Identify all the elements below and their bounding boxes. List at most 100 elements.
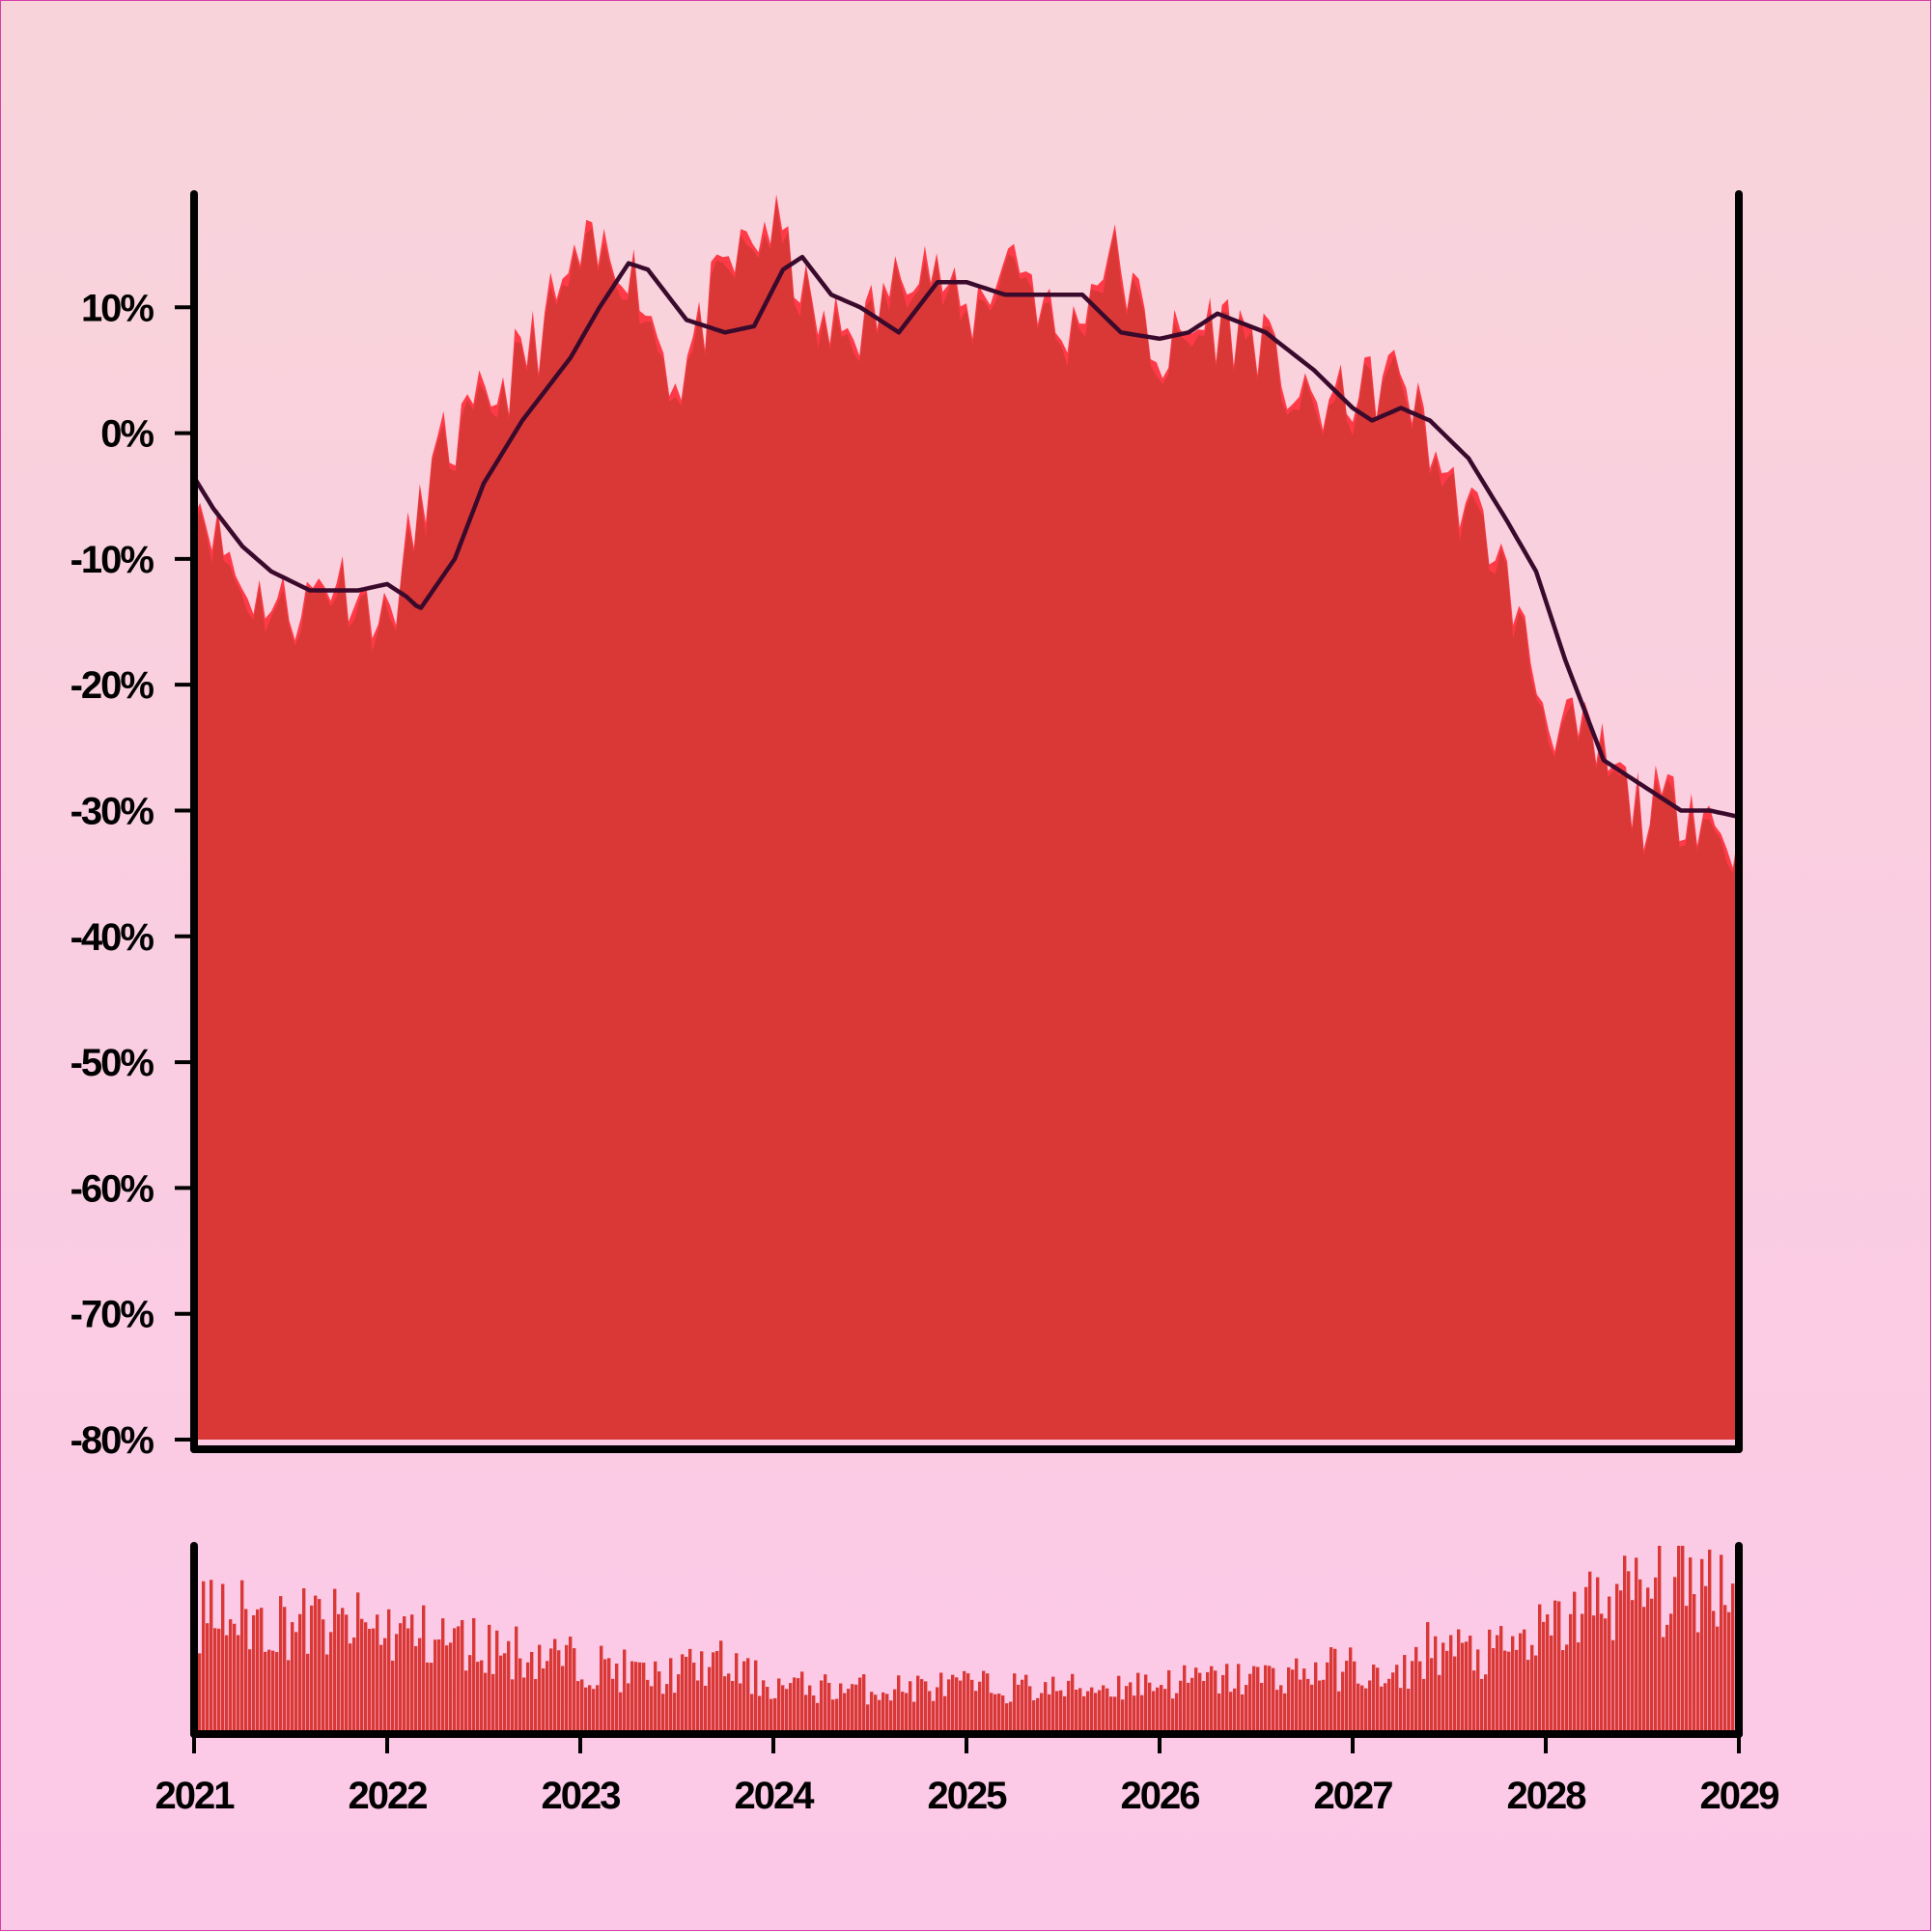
volume-bar [1333,1648,1337,1734]
volume-bar [1600,1613,1604,1734]
volume-bar [1341,1671,1345,1734]
volume-bar [1507,1651,1511,1734]
volume-bar [866,1704,870,1734]
volume-bar [600,1645,603,1734]
volume-bar [1708,1549,1712,1734]
volume-bar [1712,1610,1716,1734]
volume-bar [1063,1695,1067,1734]
volume-bar [1001,1695,1005,1734]
volume-bar [638,1662,642,1734]
volume-bar [1604,1618,1608,1734]
trend-line-path [192,254,1740,820]
volume-bar [1662,1637,1665,1734]
volume-bar [1461,1642,1465,1734]
volume-bar [611,1678,615,1734]
volume-bar [677,1674,681,1734]
volume-bar [580,1679,584,1734]
volume-bar [1380,1686,1384,1734]
volume-bar [893,1689,897,1734]
volume-bar [924,1681,928,1734]
volume-bar [1009,1701,1013,1734]
volume-bar [1260,1683,1264,1734]
volume-bar [484,1672,488,1734]
volume-bar [1693,1594,1696,1734]
main-area [194,194,1739,1441]
volume-bar [1075,1689,1078,1734]
volume-bar [503,1653,507,1734]
volume-bar [345,1614,349,1734]
volume-bar [283,1607,287,1734]
volume-bar [1596,1577,1600,1734]
volume-bar [773,1697,777,1734]
volume-bar [939,1672,943,1734]
volume-bar [1190,1677,1194,1734]
volume-bar [793,1677,797,1734]
volume-bar [1090,1687,1094,1734]
volume-bar [314,1595,318,1734]
volume-bar [298,1613,302,1734]
volume-bar [302,1588,306,1734]
volume-bar [221,1583,225,1734]
volume-bar [603,1659,607,1734]
volume-bar [812,1695,816,1734]
volume-bar [449,1642,453,1734]
volume-bar [1631,1600,1635,1734]
volume-bar [260,1608,264,1734]
volume-bar [963,1670,966,1734]
volume-bar [723,1676,727,1734]
volume-bar [1530,1644,1534,1734]
volume-bar [557,1650,561,1734]
volume-bar [1040,1693,1044,1734]
volume-bar [700,1651,704,1734]
volume-bar [1171,1698,1175,1734]
volume-bar [252,1615,256,1734]
volume-bar [1584,1586,1588,1734]
volume-bar [1403,1655,1407,1734]
volume-bar [441,1618,445,1734]
volume-bar [1538,1604,1542,1734]
volume-bar [978,1681,982,1734]
volume-bar [986,1673,990,1734]
volume-bar [1658,1546,1662,1734]
volume-bar [936,1687,939,1734]
volume-bar [704,1685,708,1734]
volume-bar [1723,1605,1727,1734]
y-tick-label: -40% [70,916,154,959]
volume-bar [372,1628,376,1734]
volume-bar [909,1681,912,1734]
volume-bar [1511,1636,1515,1734]
x-tick-label: 2022 [349,1775,428,1817]
volume-bar [1357,1683,1360,1734]
volume-bar [1179,1680,1183,1734]
volume-bar [1727,1611,1731,1734]
volume-bar [1577,1642,1581,1734]
volume-bar [1480,1678,1484,1734]
volume-bar [538,1644,542,1734]
volume-bar [294,1632,298,1734]
volume-bar [746,1658,750,1734]
volume-bar [306,1653,310,1734]
volume-bar [932,1700,936,1734]
y-tick-label: -60% [70,1167,154,1210]
volume-bar [1716,1626,1720,1734]
x-tick-label: 2021 [155,1775,236,1817]
volume-bar [406,1628,410,1734]
trend-line [192,254,1740,820]
volume-bar [824,1674,827,1734]
y-tick-label: -80% [70,1419,154,1462]
volume-bar [928,1691,932,1734]
volume-bar [472,1617,476,1734]
volume-bar [1198,1672,1202,1734]
volume-bar [1148,1682,1152,1734]
volume-bar [1550,1635,1553,1734]
volume-bar [1113,1696,1117,1734]
volume-bar [982,1670,986,1734]
volume-bar [1105,1688,1109,1734]
volume-bar [1252,1666,1256,1734]
volume-bar [955,1677,959,1734]
volume-bar [762,1680,766,1734]
volume-bar [1109,1696,1113,1734]
volume-bar [1526,1660,1530,1734]
volume-bar [1349,1647,1353,1734]
